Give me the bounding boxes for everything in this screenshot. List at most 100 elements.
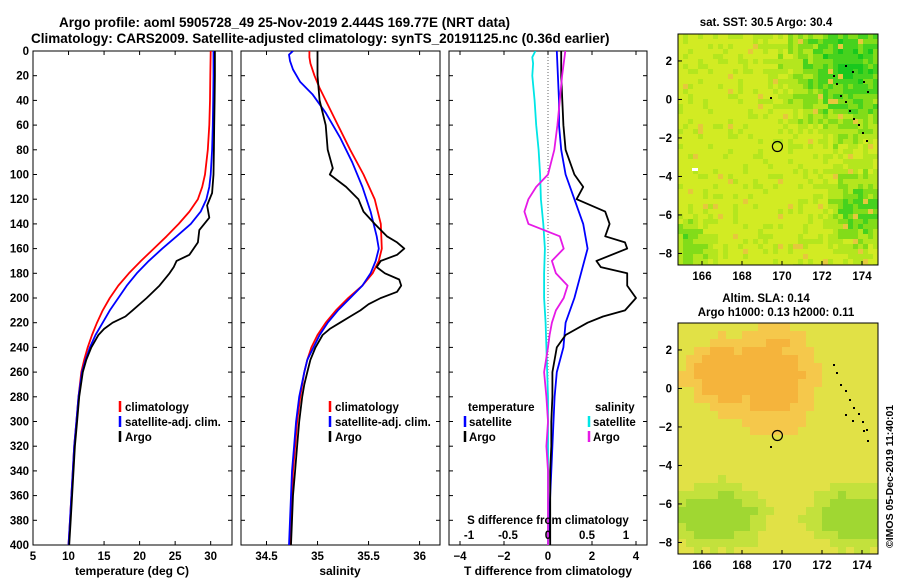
- difference-xlabel: T difference from climatology: [464, 564, 632, 578]
- sst-cell: [823, 79, 829, 85]
- sla-cell: [846, 419, 855, 428]
- sst-cell: [833, 214, 839, 220]
- sst-cell: [803, 169, 809, 175]
- sst-cell: [763, 159, 769, 165]
- sst-cell: [718, 139, 724, 145]
- sst-cell: [863, 224, 869, 230]
- sst-cell: [858, 224, 864, 230]
- sst-cell: [828, 184, 834, 190]
- sla-cell: [862, 419, 871, 428]
- sst-cell: [793, 84, 799, 90]
- sla-cell: [766, 411, 775, 420]
- sst-cell: [808, 104, 814, 110]
- sla-cell: [702, 491, 711, 500]
- sla-cell: [822, 379, 831, 388]
- sst-cell: [778, 184, 784, 190]
- sla-cell: [822, 387, 831, 396]
- sst-cell: [813, 164, 819, 170]
- sst-cell: [868, 224, 874, 230]
- sla-cell: [726, 443, 735, 452]
- coastline-dot: [836, 372, 838, 374]
- sla-cell: [830, 491, 839, 500]
- sst-cell: [763, 49, 769, 55]
- sst-cell: [713, 154, 719, 160]
- sst-cell: [858, 99, 864, 105]
- sst-cell: [813, 224, 819, 230]
- sst-cell: [788, 94, 794, 100]
- sst-cell: [843, 234, 849, 240]
- sst-cell: [718, 69, 724, 75]
- temperature-panel: 0204060801001201401601802002202402602803…: [10, 46, 233, 578]
- sst-cell: [733, 139, 739, 145]
- sst-cell: [723, 174, 729, 180]
- sst-cell: [788, 99, 794, 105]
- sst-cell: [703, 229, 709, 235]
- sst-cell: [763, 104, 769, 110]
- sla-cell: [750, 347, 759, 356]
- sst-cell: [793, 234, 799, 240]
- sst-cell: [733, 164, 739, 170]
- sst-cell: [798, 154, 804, 160]
- sst-cell: [803, 199, 809, 205]
- sst-cell: [758, 234, 764, 240]
- sst-cell: [748, 139, 754, 145]
- sla-cell: [766, 347, 775, 356]
- sst-cell: [713, 64, 719, 70]
- sst-cell: [818, 109, 824, 115]
- sla-cell: [734, 395, 743, 404]
- coastline-dot: [863, 81, 865, 83]
- sst-cell: [873, 169, 879, 175]
- sla-cell: [870, 355, 879, 364]
- sla-cell: [830, 507, 839, 516]
- sla-cell: [694, 427, 703, 436]
- sla-cell: [838, 515, 847, 524]
- sst-cell: [743, 124, 749, 130]
- sst-cell: [698, 204, 704, 210]
- sla-cell: [814, 515, 823, 524]
- sst-cell: [698, 134, 704, 140]
- sst-cell: [753, 64, 759, 70]
- sla-cell: [846, 403, 855, 412]
- sla-cell: [782, 467, 791, 476]
- sst-cell: [678, 94, 684, 100]
- sst-cell: [748, 169, 754, 175]
- sst-cell: [868, 84, 874, 90]
- sst-cell: [688, 254, 694, 260]
- sst-cell: [768, 169, 774, 175]
- sst-cell: [683, 154, 689, 160]
- sst-cell: [738, 174, 744, 180]
- sst-cell: [793, 179, 799, 185]
- sst-cell: [758, 219, 764, 225]
- sst-cell: [778, 219, 784, 225]
- sst-cell: [683, 64, 689, 70]
- sst-cell: [758, 64, 764, 70]
- sst-cell: [863, 194, 869, 200]
- sst-cell: [863, 149, 869, 155]
- sst-cell: [868, 94, 874, 100]
- sst-cell: [788, 154, 794, 160]
- sst-cell: [838, 199, 844, 205]
- sla-cell: [806, 443, 815, 452]
- sst-cell: [738, 74, 744, 80]
- sst-cell: [758, 44, 764, 50]
- sst-cell: [738, 99, 744, 105]
- sst-cell: [793, 39, 799, 45]
- sst-cell: [808, 94, 814, 100]
- sst-cell: [728, 54, 734, 60]
- sst-cell: [833, 194, 839, 200]
- sst-cell: [763, 229, 769, 235]
- sla-cell: [822, 515, 831, 524]
- sla-cell: [678, 539, 687, 548]
- sst-cell: [768, 219, 774, 225]
- sla-cell: [782, 531, 791, 540]
- sst-cell: [703, 104, 709, 110]
- sst-cell: [743, 134, 749, 140]
- sst-cell: [678, 119, 684, 125]
- sla-cell: [750, 547, 759, 555]
- sst-cell: [818, 184, 824, 190]
- sla-cell: [742, 387, 751, 396]
- sla-cell: [846, 331, 855, 340]
- sst-cell: [828, 104, 834, 110]
- sst-cell: [778, 229, 784, 235]
- sst-cell: [693, 74, 699, 80]
